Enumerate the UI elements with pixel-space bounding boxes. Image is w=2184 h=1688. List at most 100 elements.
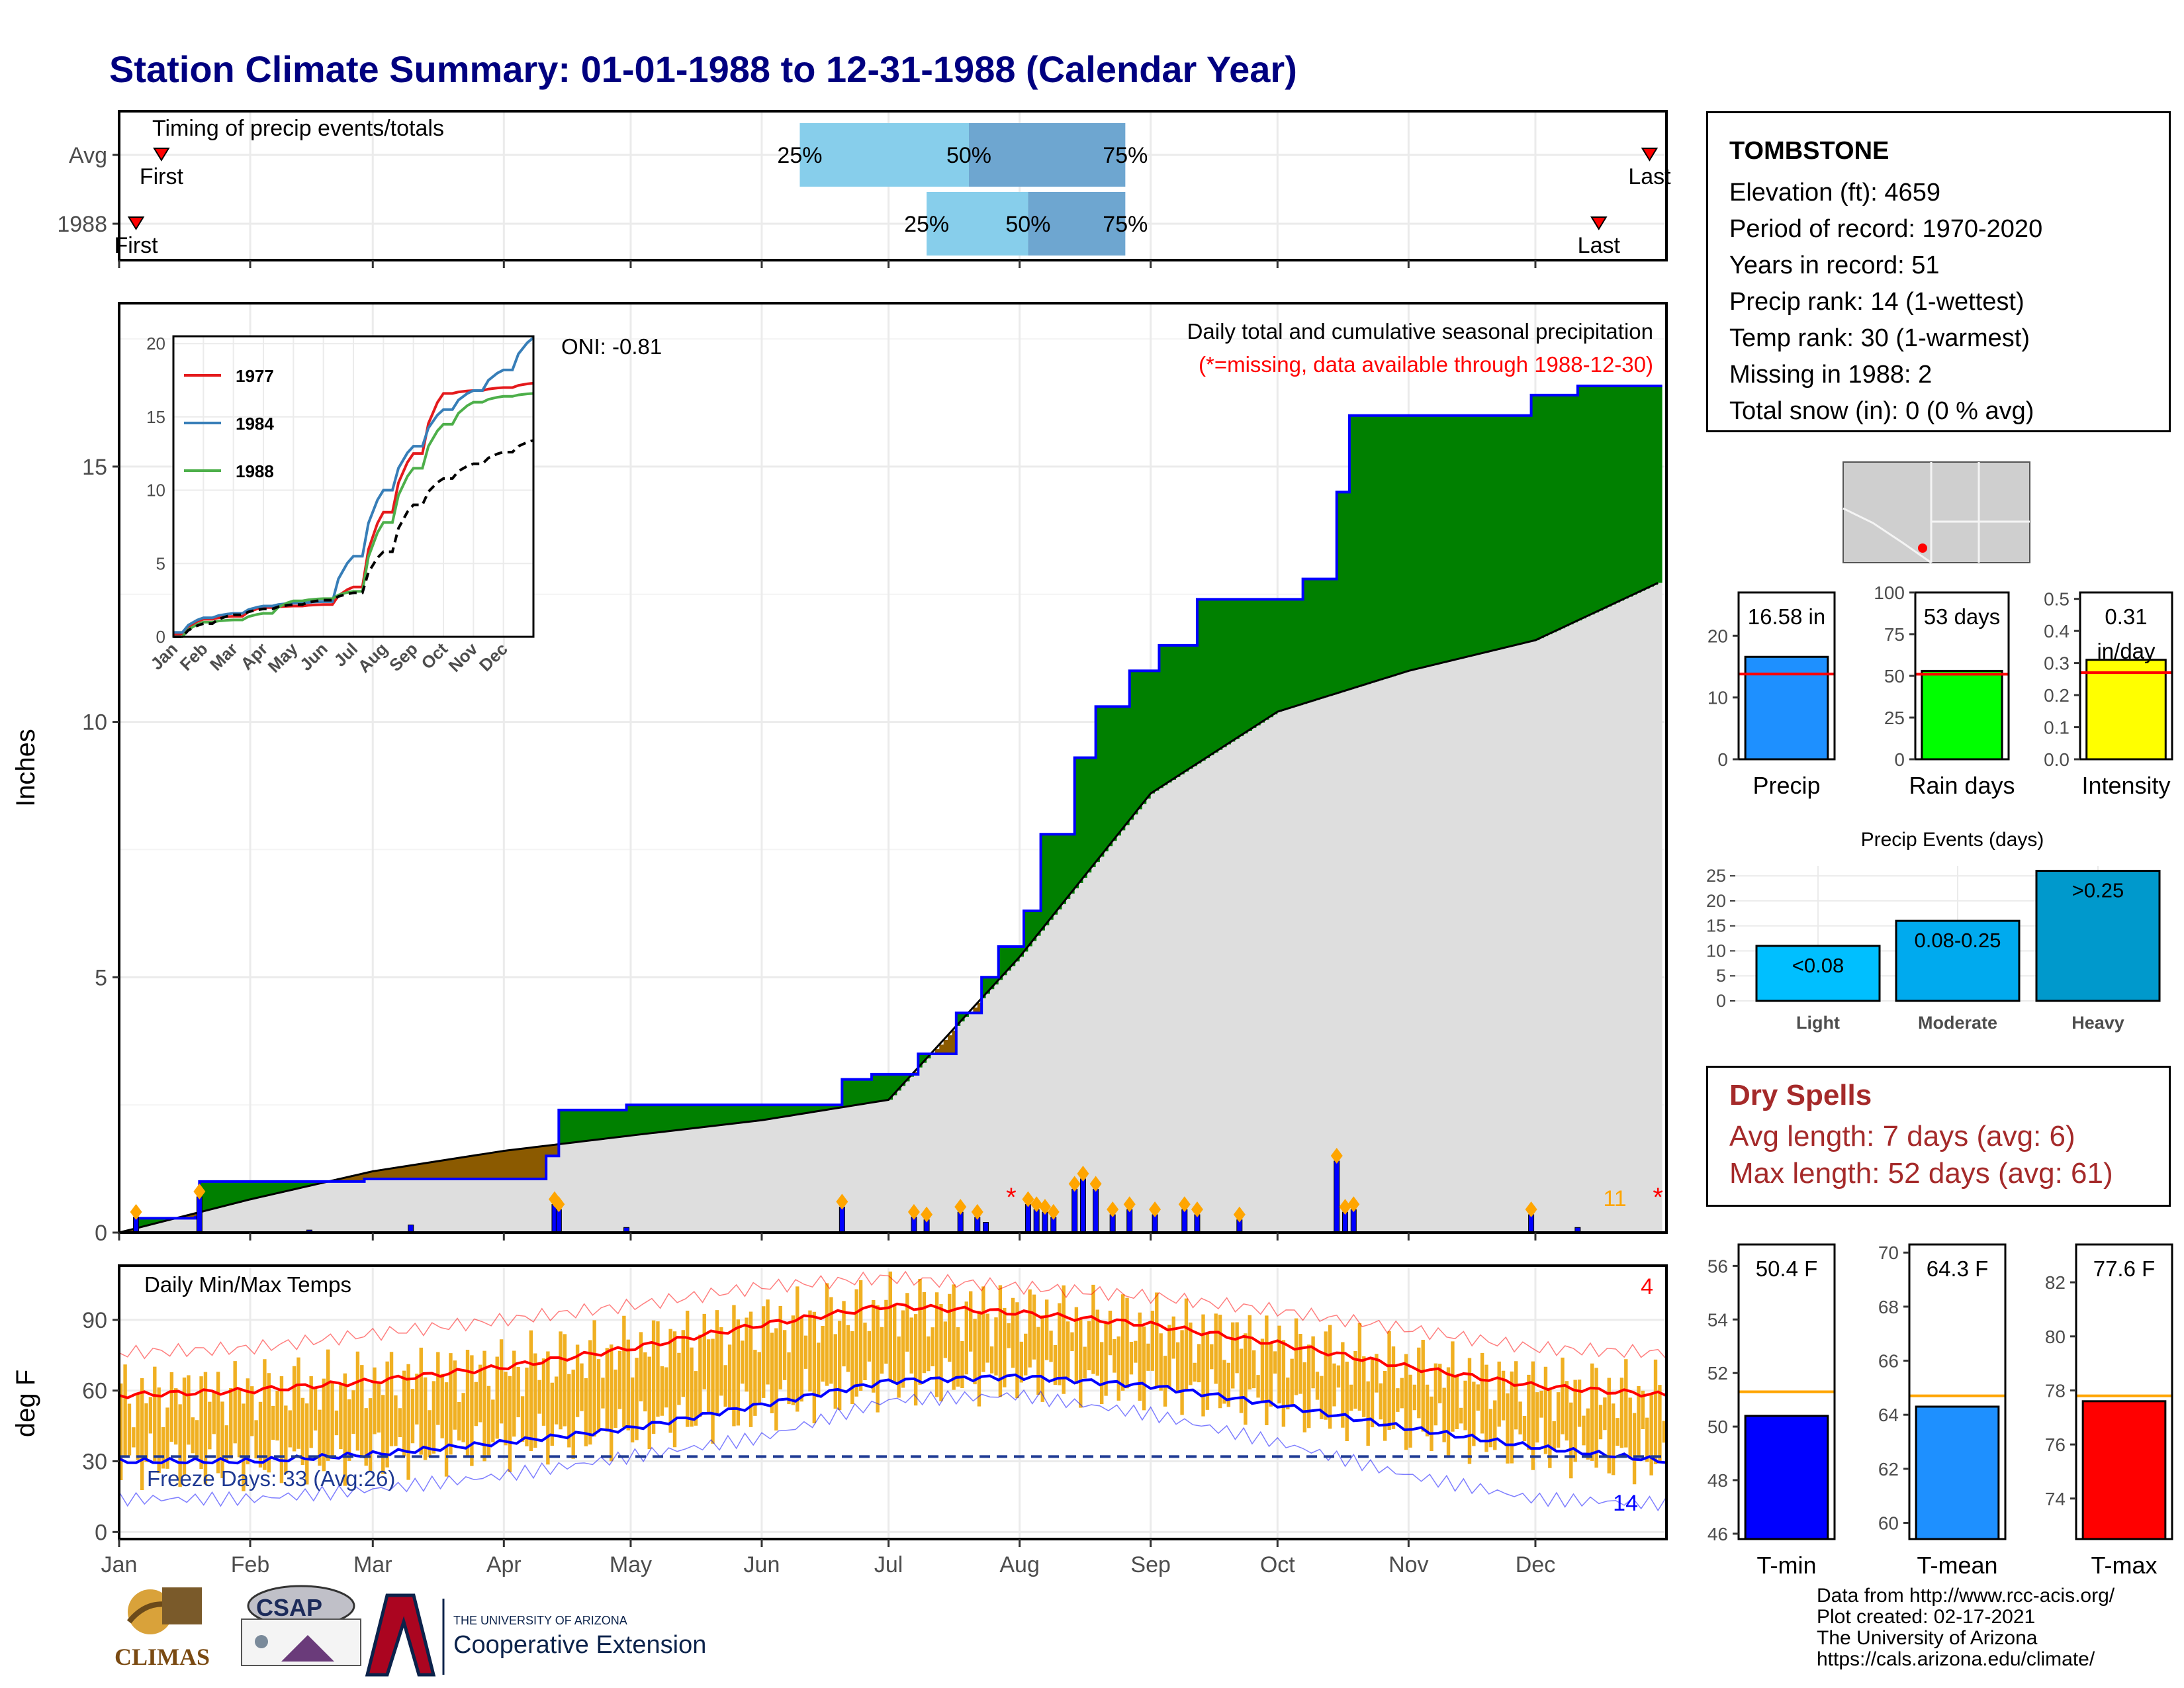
inset-ytick-label: 5 (156, 553, 165, 573)
heavy-precip-marker-icon (1123, 1196, 1136, 1213)
record-low-count: 14 (1613, 1491, 1638, 1516)
precip-summary-1-ytick-label: 0 (1894, 749, 1905, 770)
temp-ytick-label: 30 (82, 1450, 107, 1475)
temp-summary-0-ytick-label: 48 (1707, 1470, 1728, 1491)
station-temp-rank: Temp rank: 30 (1-warmest) (1729, 324, 2030, 352)
precip-events-ytick-label: 0 (1716, 991, 1726, 1011)
heavy-precip-marker-icon (1089, 1176, 1102, 1192)
daily-precip-bar (1342, 1211, 1349, 1233)
csap-logo-text: CSAP (256, 1594, 323, 1621)
heavy-precip-marker-icon (1347, 1196, 1360, 1213)
timing-last-marker-icon (1641, 148, 1659, 162)
station-missing: Missing in 1988: 2 (1729, 361, 1933, 389)
inset-legend-label: 1988 (236, 461, 274, 481)
precip-events-title: Precip Events (days) (1861, 829, 2044, 851)
timing-panel-title: Timing of precip events/totals (152, 116, 444, 141)
daily-precip-bar (1093, 1188, 1099, 1233)
month-xtick-label: Dec (1516, 1552, 1555, 1577)
month-xtick-label: Jun (744, 1552, 780, 1577)
heavy-precip-marker-icon (1077, 1166, 1089, 1182)
heavy-precip-marker-icon (130, 1203, 142, 1220)
heavy-precip-marker-icon (193, 1184, 206, 1199)
heavy-precip-marker-icon (954, 1199, 967, 1215)
daily-precip-bar (1033, 1209, 1040, 1233)
daily-precip-bar (555, 1209, 562, 1233)
daily-precip-bar (957, 1211, 964, 1233)
heavy-precip-marker-icon (1233, 1206, 1246, 1223)
month-xtick-label: Mar (353, 1552, 392, 1577)
timing-bar-25-50 (927, 192, 1028, 256)
station-snow: Total snow (in): 0 (0 % avg) (1729, 397, 2034, 425)
heavy-precip-marker-icon (971, 1203, 983, 1220)
timing-first-label: First (140, 164, 184, 189)
month-xtick-label: Aug (999, 1552, 1040, 1577)
precip-events-bar-label: <0.08 (1792, 954, 1844, 977)
heavy-precip-marker-icon (1038, 1199, 1051, 1215)
oni-label: ONI: -0.81 (561, 334, 662, 359)
temp-summary-2-bar (2081, 1400, 2167, 1540)
ua-logo-icon (365, 1593, 445, 1677)
timing-panel-border (118, 110, 1668, 261)
temp-summary-1-ytick-label: 64 (1878, 1405, 1899, 1425)
precip-ytick-label: 15 (82, 455, 107, 480)
precip-summary-0-xlabel: Precip (1752, 772, 1820, 799)
timing-bar-25-50 (799, 123, 969, 187)
month-xtick-label: Apr (486, 1552, 522, 1577)
footer-credits: Data from http://www.rcc-acis.org/ Plot … (1817, 1585, 2115, 1670)
temp-summary-1-panel-border (1908, 1243, 2007, 1540)
missing-day-marker: * (1006, 1183, 1017, 1212)
precip-summary-2-unit-label: in/day (2097, 639, 2156, 663)
temp-panel-border (118, 1264, 1668, 1540)
month-xtick-label: Nov (1388, 1552, 1428, 1577)
inset-series-1988 (173, 392, 534, 638)
inset-legend-label: 1984 (236, 414, 274, 434)
heavy-precip-marker-icon (836, 1194, 848, 1210)
dry-spells-max: Max length: 52 days (avg: 61) (1729, 1157, 2113, 1190)
temp-summary-2-panel-border (2075, 1243, 2173, 1540)
inset-series-average (173, 439, 534, 638)
temp-summary-1-ytick-label: 60 (1878, 1513, 1899, 1534)
timing-p25-label: 25% (777, 143, 822, 168)
precip-summary-1-ytick-label: 100 (1874, 583, 1905, 603)
precip-annotation-title: Daily total and cumulative seasonal prec… (1187, 319, 1653, 344)
timing-last-marker-icon (1590, 216, 1608, 230)
dry-spells-title: Dry Spells (1729, 1079, 1872, 1111)
month-xtick-label: Feb (231, 1552, 270, 1577)
station-period: Period of record: 1970-2020 (1729, 215, 2043, 243)
precip-summary-2-ytick-label: 0.4 (2044, 621, 2070, 641)
precip-events-ytick-label: 5 (1716, 966, 1726, 986)
footer-line-data: Data from http://www.rcc-acis.org/ (1817, 1585, 2115, 1607)
heavy-precip-marker-icon (1178, 1196, 1191, 1213)
precip-events-ytick-label: 10 (1706, 941, 1726, 961)
precip-normal-area (119, 583, 1662, 1233)
daily-precip-bar (1109, 1214, 1116, 1233)
precip-ytick-label: 5 (95, 965, 107, 990)
temp-avg-max-line (118, 1302, 1667, 1399)
precip-observed-line (119, 384, 1662, 1234)
daily-precip-bar (1024, 1204, 1031, 1233)
timing-last-label: Last (1628, 164, 1671, 189)
climas-logo-text: CLIMAS (114, 1644, 210, 1670)
temp-summary-0-bar (1744, 1415, 1829, 1540)
precip-surplus-area (136, 385, 1662, 1229)
temp-ylabel: deg F (11, 1370, 40, 1437)
temp-summary-2-ytick-label: 76 (2045, 1434, 2066, 1455)
temp-ytick-label: 90 (82, 1308, 107, 1333)
ua-small-text: THE UNIVERSITY OF ARIZONA (453, 1614, 627, 1627)
missing-day-marker: * (1653, 1183, 1663, 1212)
inset-border (172, 335, 535, 638)
month-xtick-label: Oct (1260, 1552, 1295, 1577)
ua-big-text: Cooperative Extension (453, 1631, 707, 1659)
daily-precip-bar (1126, 1209, 1133, 1233)
heavy-precip-marker-icon (907, 1203, 920, 1220)
temp-summary-2-ytick-label: 82 (2045, 1272, 2066, 1293)
inset-ytick-label: 10 (146, 481, 165, 500)
daily-precip-bar (1042, 1211, 1048, 1233)
dry-spells-avg: Avg length: 7 days (avg: 6) (1729, 1120, 2075, 1152)
precip-ytick-label: 10 (82, 710, 107, 735)
precip-summary-2-value-label: 0.31 (2105, 604, 2147, 629)
timing-p75-label: 75% (1103, 212, 1148, 237)
timing-last-label: Last (1578, 233, 1621, 258)
daily-precip-bar (1181, 1209, 1188, 1233)
